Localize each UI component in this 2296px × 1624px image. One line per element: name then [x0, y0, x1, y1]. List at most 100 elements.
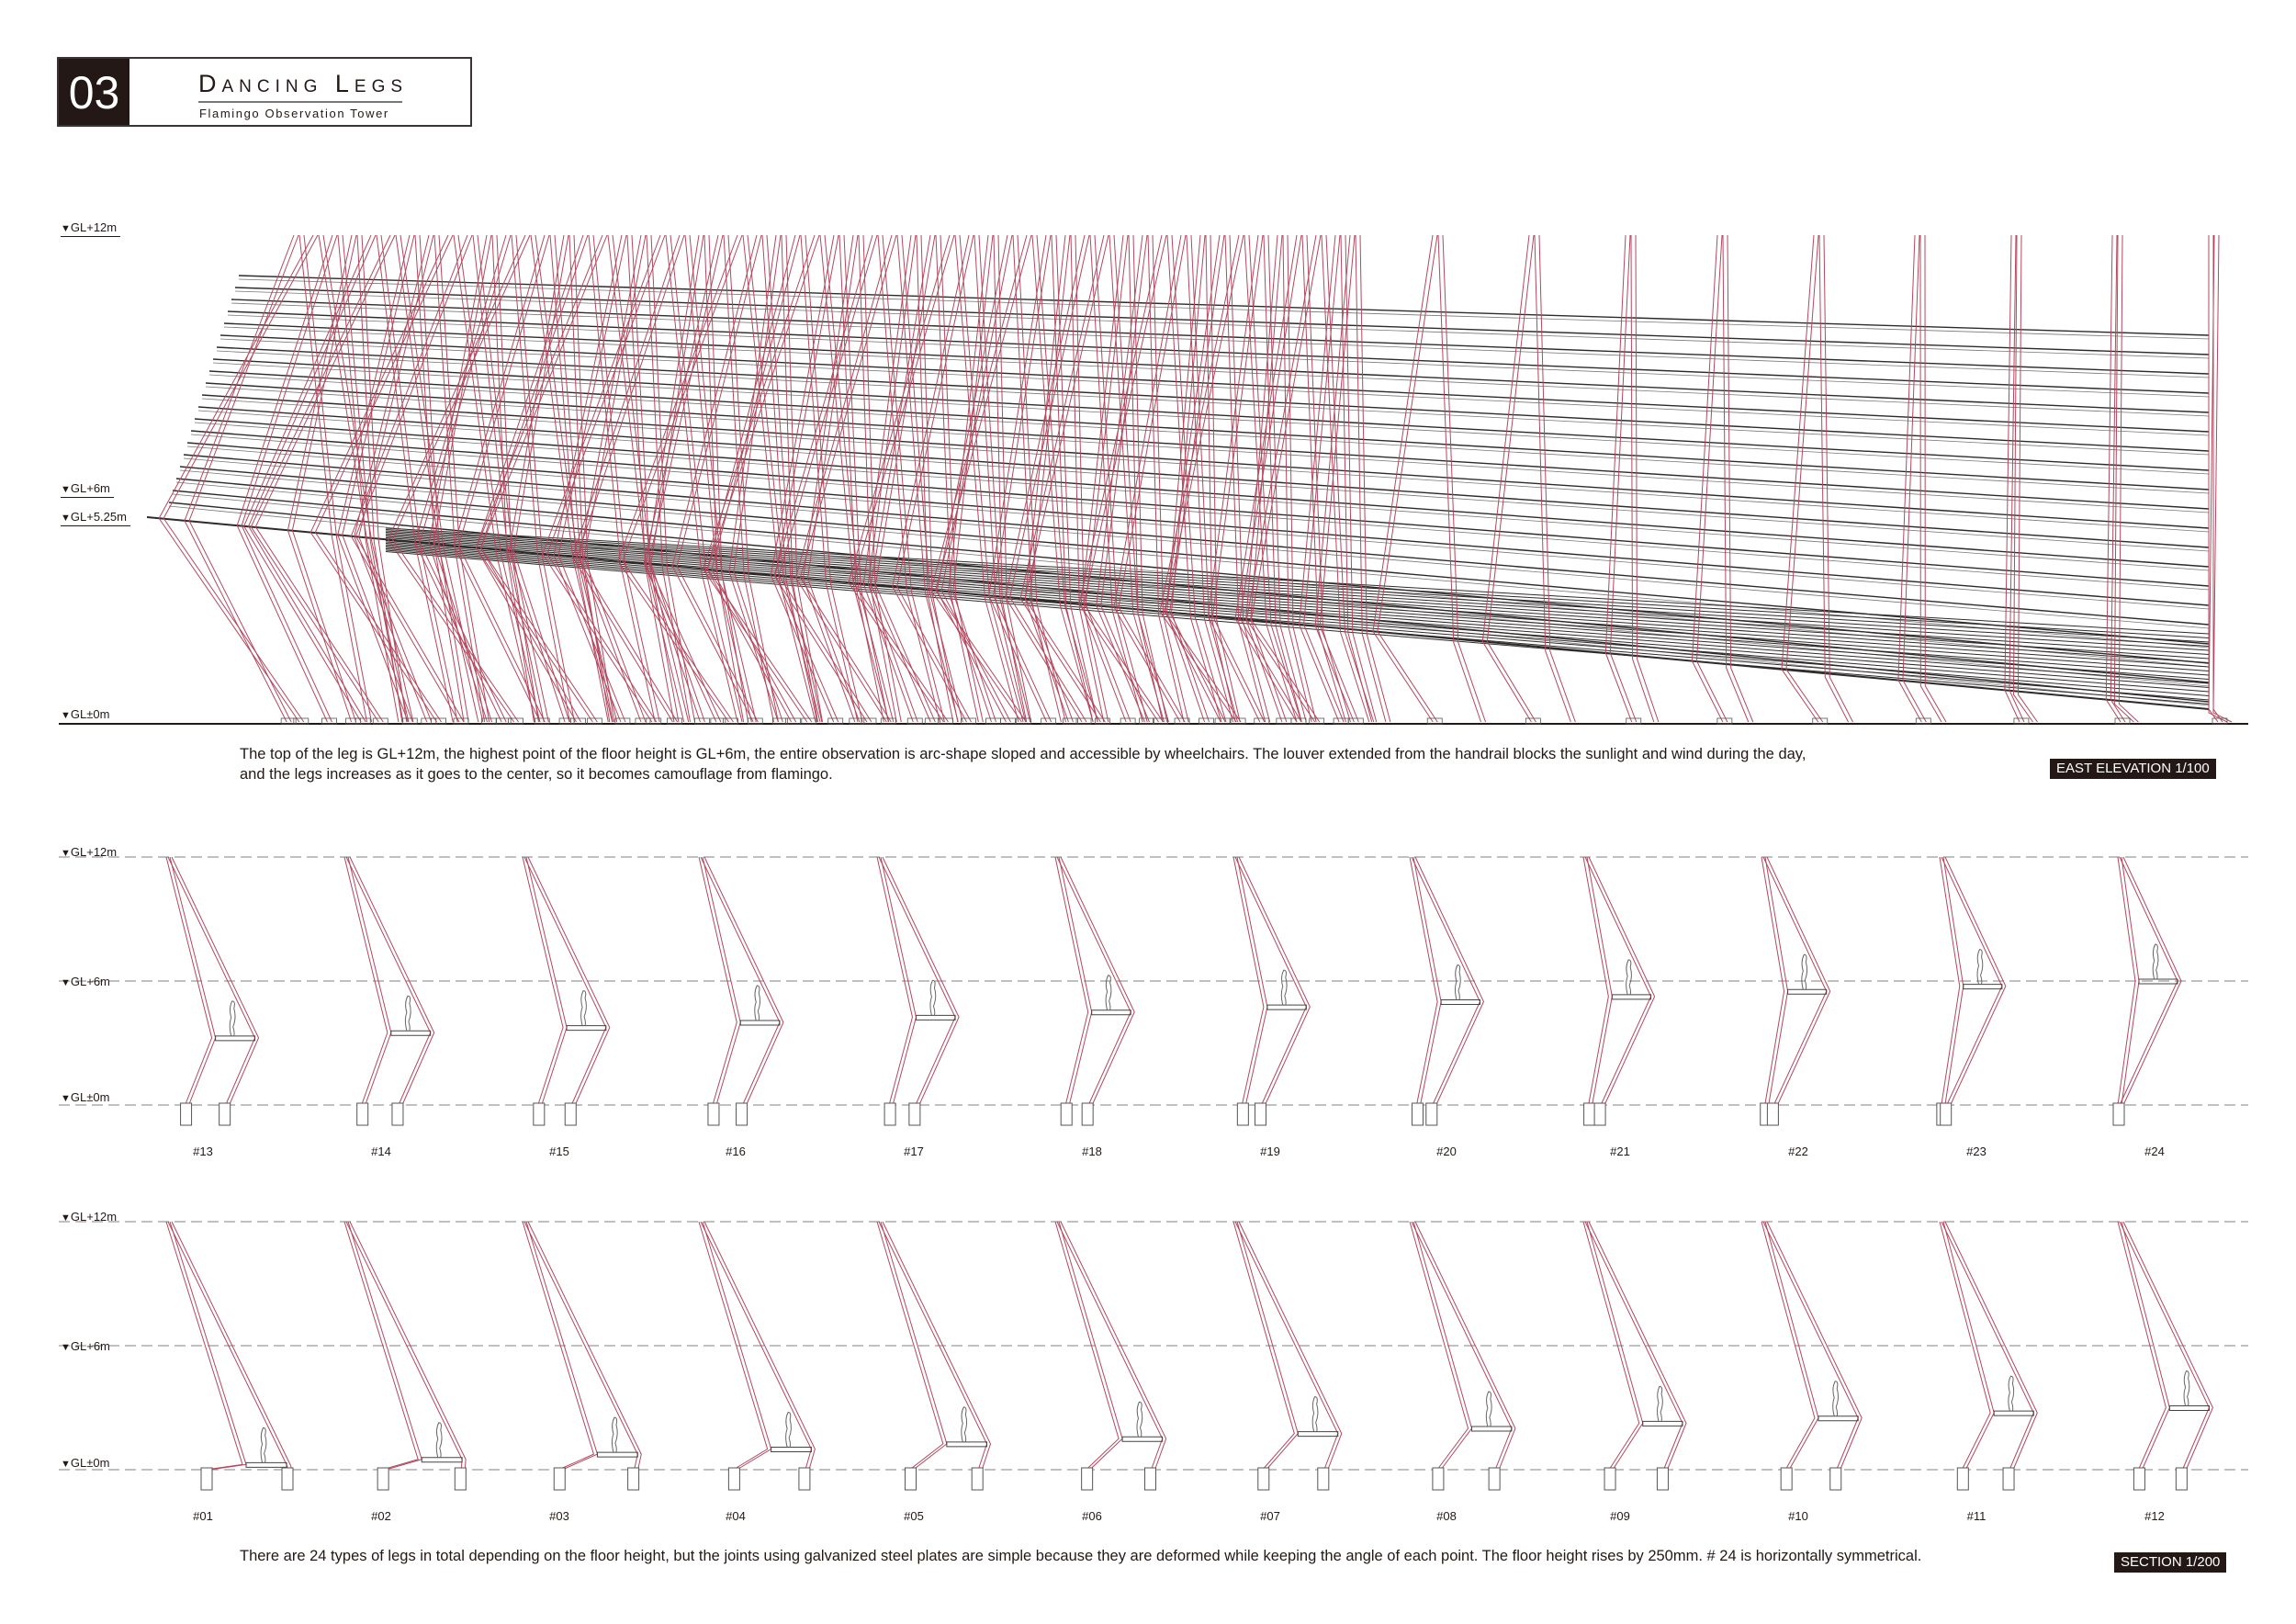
leg-member-front: [698, 856, 737, 1106]
louver-line: [186, 442, 2210, 606]
section-leg-23: #23: [1936, 856, 2007, 1158]
elevation-leg: [1319, 234, 1359, 723]
elevation-leg: [1205, 234, 1236, 723]
leg-member-back: [527, 856, 611, 1106]
elevation-leg: [770, 234, 835, 723]
level-triangle-icon: ▼: [61, 223, 71, 234]
elevation-leg: [940, 234, 1013, 723]
elevation-leg: [896, 234, 974, 723]
section-number-label: #19: [1260, 1145, 1280, 1158]
person-figure-icon: [260, 1427, 267, 1463]
elevation-leg: [1009, 234, 1090, 723]
floor-slab: [1091, 1009, 1131, 1016]
elevation-leg: [298, 234, 367, 723]
leg-member-front: [2117, 1221, 2167, 1471]
elevation-leg: [1113, 234, 1169, 723]
elevation-description-line-1: The top of the leg is GL+12m, the highes…: [240, 746, 1806, 762]
leg-footing: [1915, 717, 1931, 725]
elevation-leg: [1486, 234, 1536, 723]
leg-footing: [667, 717, 682, 725]
footing: [2112, 1102, 2125, 1126]
section-number-label: #21: [1610, 1145, 1630, 1158]
leg-member-front: [1054, 1221, 1120, 1471]
floor-louver-line: [385, 548, 2210, 696]
footing: [391, 1102, 404, 1126]
footing: [1411, 1102, 1424, 1126]
level-text: GL±0m: [70, 707, 110, 721]
section-leg-15: #15: [522, 856, 611, 1158]
elevation-leg: [774, 234, 839, 723]
leg-footing: [508, 717, 523, 725]
elevation-leg: [670, 234, 743, 723]
elevation-leg: [708, 234, 749, 723]
elevation-leg: [1096, 234, 1145, 723]
elevation-leg: [1727, 234, 1754, 723]
section-number-label: #18: [1082, 1145, 1102, 1158]
person-figure-icon: [754, 985, 761, 1021]
elevation-leg: [930, 234, 1028, 723]
elevation-leg: [1372, 234, 1434, 723]
floor-slab: [739, 1020, 781, 1026]
elevation-leg: [1019, 234, 1105, 723]
floor-slab: [1297, 1431, 1339, 1438]
leg-member-front: [522, 1221, 595, 1471]
leg-footing: [646, 717, 662, 725]
elevation-leg: [1164, 234, 1244, 723]
level-triangle-icon: ▼: [61, 484, 71, 495]
section-leg-22: #22: [1760, 856, 1831, 1158]
elevation-leg: [665, 234, 738, 723]
leg-footing: [861, 717, 877, 725]
elevation-leg: [706, 234, 796, 723]
floor-slab: [1121, 1436, 1164, 1442]
section-leg-10: #10: [1761, 1221, 1863, 1523]
elevation-leg: [800, 234, 859, 723]
elevation-leg: [457, 234, 541, 723]
floor-louver-line: [385, 547, 2210, 693]
leg-footing: [1716, 717, 1733, 725]
leg-member-front: [1409, 1221, 1469, 1471]
louver-line: [219, 334, 2210, 433]
elevation-leg: [952, 234, 996, 723]
elevation-leg: [1171, 234, 1210, 723]
louver-line: [234, 287, 2210, 355]
elevation-leg: [646, 234, 701, 723]
elevation-leg: [1609, 234, 1638, 723]
elevation-leg: [1186, 234, 1233, 723]
floor-louver-line: [385, 536, 2210, 660]
elevation-leg: [1314, 234, 1355, 723]
footing: [533, 1102, 546, 1126]
elevation-leg: [1902, 234, 1927, 723]
floor-louver-line: [385, 533, 2210, 651]
elevation-leg: [1345, 234, 1378, 723]
floor-slab: [2168, 1405, 2210, 1411]
floor-slab: [1963, 984, 2003, 990]
section-number-label: #17: [904, 1145, 924, 1158]
person-figure-icon: [1801, 953, 1808, 990]
elevation-leg: [1078, 234, 1163, 723]
elevation-leg: [622, 234, 743, 723]
section-number-label: #13: [193, 1145, 213, 1158]
sheet-number: 03: [59, 59, 129, 125]
elevation-leg: [936, 234, 1008, 723]
leg-footing: [938, 717, 953, 725]
leg-member-front: [1761, 1221, 1816, 1471]
section-row-13-24: #13 #14 #15 #16 #17 #18 #19 #20 #21 #22 #23 #24: [59, 856, 2248, 1158]
section-number-label: #11: [1967, 1509, 1986, 1523]
leg-footing: [1000, 717, 1016, 725]
leg-footing: [431, 717, 446, 725]
leg-footing: [2212, 717, 2228, 725]
leg-footing: [355, 717, 371, 725]
leg-member-back: [1060, 1221, 1167, 1471]
leg-member-back: [349, 1221, 467, 1471]
level-triangle-icon: ▼: [61, 1342, 71, 1353]
section-leg-24: #24: [2112, 856, 2182, 1158]
leg-footing: [747, 717, 763, 725]
elevation-leg: [1075, 234, 1109, 723]
section-leg-08: #08: [1409, 1221, 1516, 1523]
elevation-leg: [310, 234, 449, 723]
person-figure-icon: [2008, 1375, 2015, 1412]
elevation-leg: [428, 234, 489, 723]
leg-footing: [827, 717, 844, 725]
footing: [1236, 1102, 1249, 1126]
elevation-leg: [241, 234, 338, 723]
